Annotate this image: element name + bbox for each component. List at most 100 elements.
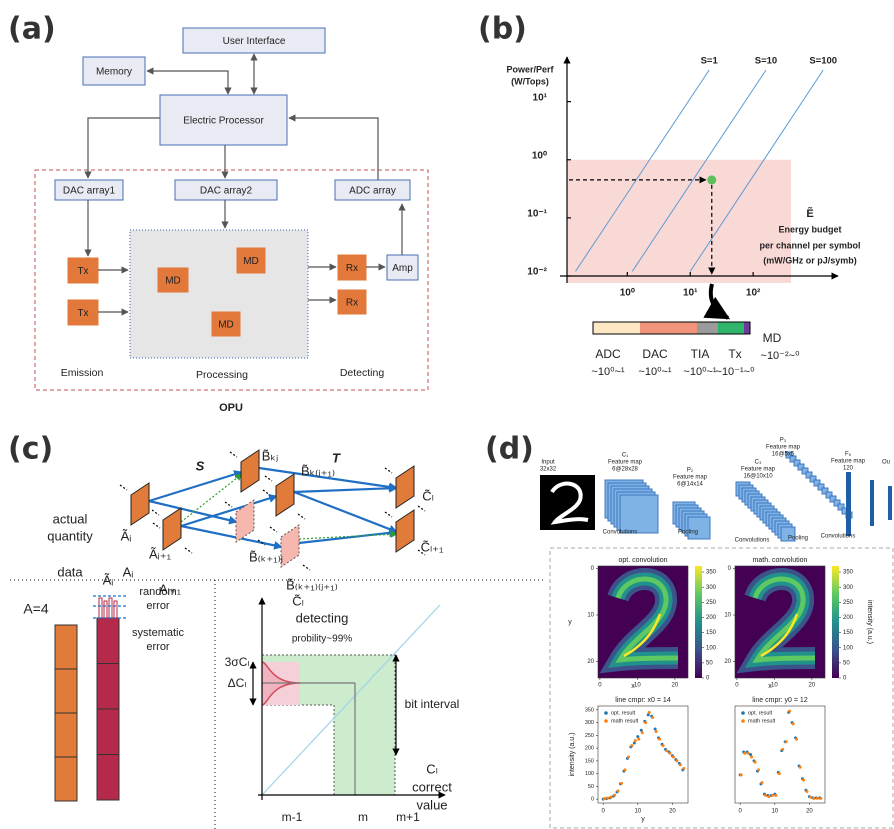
x-tick-label: 10¹ — [683, 288, 698, 299]
point — [763, 793, 767, 797]
arrow — [148, 470, 243, 503]
point — [675, 759, 679, 763]
node-label: ADC array — [349, 186, 396, 197]
y-tick-label: 10⁰ — [532, 150, 547, 161]
label: C̃ₗ — [292, 593, 304, 608]
axis-label: Power/Perf — [506, 64, 554, 74]
point — [753, 760, 757, 764]
point — [640, 731, 644, 735]
heatmap-blob — [752, 576, 816, 664]
y-tick-label: 0 — [591, 797, 594, 803]
x-tick-label: 0 — [602, 809, 606, 815]
feature-map — [817, 483, 825, 491]
connector — [84, 117, 160, 179]
feature-map — [619, 494, 659, 534]
y-tick-label: 100 — [585, 771, 594, 777]
operating-point — [707, 175, 717, 185]
series-label: S=100 — [809, 56, 837, 67]
point — [808, 795, 812, 799]
legend-label: math result — [611, 718, 639, 724]
energy-segment — [744, 322, 750, 334]
energy-segment — [640, 322, 697, 334]
plot-title: line cmpr: x0 = 14 — [615, 697, 671, 704]
feature-map — [833, 499, 841, 507]
point — [815, 796, 819, 800]
label: quantity — [47, 528, 93, 543]
connector — [288, 114, 379, 180]
plot-frame — [597, 705, 689, 804]
label: data — [57, 564, 83, 579]
energy-range: ~10⁰~¹ — [591, 366, 624, 378]
label: Convolutions — [821, 534, 856, 540]
label: 6@14x14 — [677, 482, 703, 488]
component — [236, 247, 266, 274]
arrow — [293, 483, 398, 494]
label: Pooling — [678, 530, 698, 536]
point — [658, 737, 662, 741]
label: correct — [412, 779, 452, 794]
error-bar — [103, 600, 108, 619]
point — [774, 793, 778, 797]
x-tick-label: 10⁰ — [620, 288, 635, 299]
label: B̃ₖⱼ — [262, 448, 278, 463]
arrow — [180, 473, 243, 523]
label: C₁ — [622, 453, 628, 459]
block — [334, 179, 411, 201]
energy-range: ~10⁻¹~⁰ — [716, 366, 756, 378]
ellipsis — [302, 564, 311, 571]
point — [639, 728, 643, 732]
point — [798, 765, 802, 769]
label: T — [332, 450, 341, 465]
label: Pooling — [788, 536, 808, 542]
plate — [162, 507, 182, 551]
energy-segment — [718, 322, 744, 334]
processing-region — [129, 229, 309, 359]
colorbar-label: 150 — [843, 630, 854, 636]
label: actual — [53, 511, 88, 526]
ellipsis — [257, 539, 266, 546]
feature-map — [789, 455, 797, 463]
series-line — [631, 69, 767, 272]
series-label: S=10 — [755, 56, 777, 67]
ellipsis — [152, 522, 161, 529]
arrow — [180, 494, 278, 528]
label: Aᵢ — [123, 564, 134, 579]
label: Ãᵢ — [121, 528, 132, 543]
plate — [240, 449, 260, 493]
colorbar-label: 150 — [706, 630, 717, 636]
series-label: S=1 — [701, 56, 719, 67]
label: Feature map — [608, 460, 643, 466]
panel-label: (a) — [8, 12, 56, 47]
label: B̃₍ₖ₊₁₎₍ⱼ₊₁₎ — [286, 577, 338, 592]
label: C₃ — [755, 460, 762, 466]
label: OPU — [219, 402, 243, 414]
fc-layer — [846, 472, 851, 536]
colorbar-label: 200 — [706, 615, 717, 621]
energy-range: ~10⁰~¹ — [683, 366, 716, 378]
point — [633, 738, 637, 742]
y-tick-label: 350 — [585, 707, 594, 713]
label: Input — [541, 460, 555, 466]
point — [671, 755, 675, 759]
block — [174, 179, 278, 201]
legend-marker — [604, 719, 608, 723]
label: Ou — [882, 460, 890, 466]
energy-name: TIA — [691, 347, 710, 361]
colorbar — [695, 566, 702, 678]
axis-label: Energy budget — [778, 224, 841, 234]
label: P₃ — [780, 438, 787, 444]
point — [757, 768, 760, 772]
energy-range: ~10⁰~¹ — [638, 366, 671, 378]
heatmap-blob — [760, 613, 799, 658]
y-tick-label: 0 — [591, 566, 595, 572]
label: P₂ — [687, 468, 694, 474]
x-tick-label: 20 — [672, 683, 679, 689]
label: B̃₍ₖ₊₁₎ⱼ — [249, 549, 283, 564]
label: error — [146, 641, 170, 653]
x-tick-label: 20 — [806, 809, 813, 815]
feature-map — [821, 487, 829, 495]
heatmap-blob — [615, 576, 679, 664]
colorbar-title: intensity (a.u.) — [866, 600, 873, 644]
node-label: MD — [218, 320, 234, 331]
y-tick-label: 10 — [587, 613, 594, 619]
